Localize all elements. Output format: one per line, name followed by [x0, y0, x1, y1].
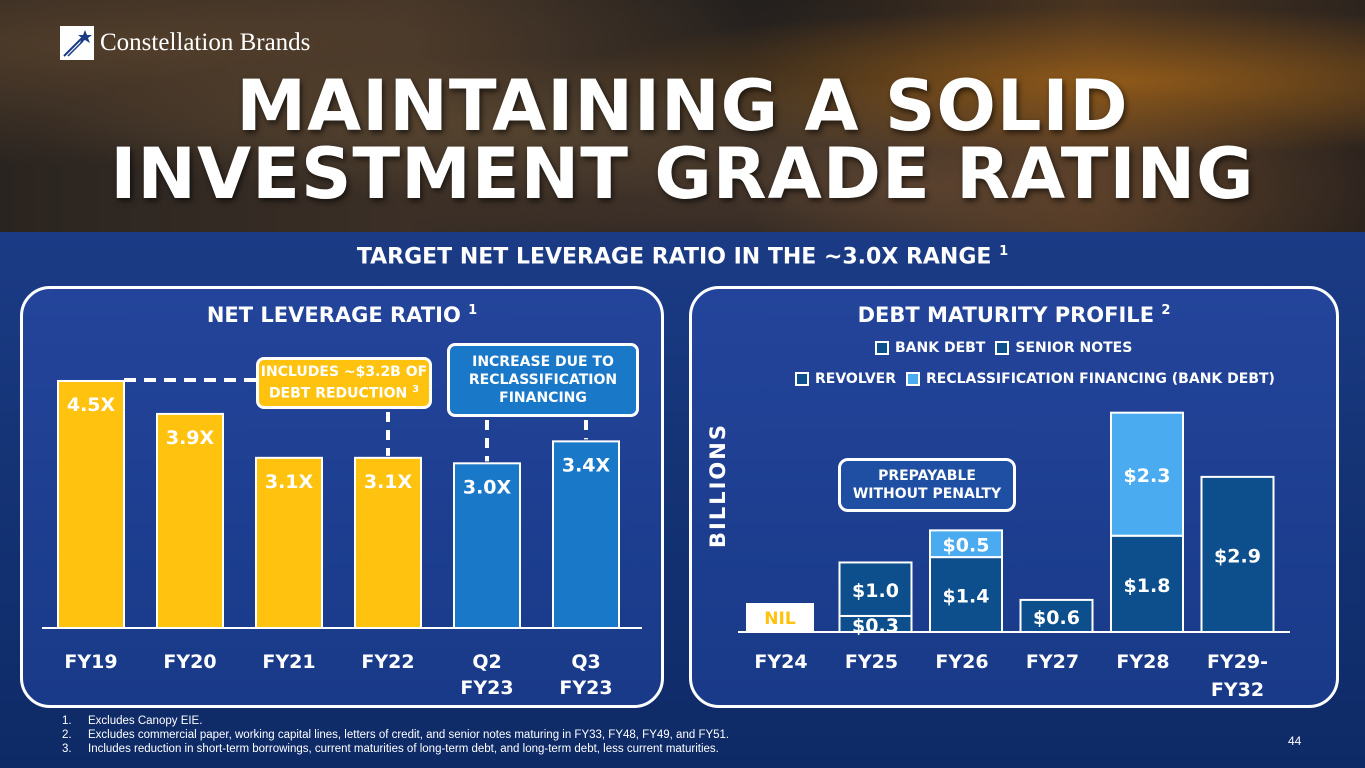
- brand-logo: Constellation Brands: [60, 26, 310, 60]
- footnotes: 1. Excludes Canopy EIE. 2. Excludes commer…: [62, 714, 729, 756]
- page-number: 44: [1288, 734, 1302, 748]
- footnote-1-num: 1.: [62, 715, 72, 727]
- billions-axis-label: BILLIONS: [706, 423, 730, 548]
- hero-photo-banner: Constellation Brands MAINTAINING A SOLID…: [0, 0, 1365, 232]
- debt-maturity-title-text: DEBT MATURITY PROFILE: [857, 303, 1155, 327]
- reclassification-swatch: [906, 372, 921, 386]
- net-leverage-title-ref: 1: [468, 303, 478, 318]
- headline-line-2: INVESTMENT GRADE RATING: [110, 133, 1255, 215]
- net-leverage-title-text: NET LEVERAGE RATIO: [206, 303, 461, 327]
- debt-reduction-callout-line-1: INCLUDES ~$3.2B OF: [260, 364, 428, 381]
- footnote-2-num: 2.: [62, 729, 72, 741]
- prepayable-callout: PREPAYABLE WITHOUT PENALTY: [838, 458, 1016, 512]
- legend-row-1: BANK DEBT SENIOR NOTES: [875, 340, 1132, 356]
- prepayable-callout-line-1: PREPAYABLE: [878, 468, 976, 484]
- subtitle-text: TARGET NET LEVERAGE RATIO IN THE ~3.0X R…: [356, 244, 992, 270]
- senior-notes-swatch: [995, 341, 1010, 355]
- subtitle-ref: 1: [999, 244, 1009, 259]
- net-leverage-title: NET LEVERAGE RATIO 1: [23, 303, 661, 327]
- brand-name: Constellation Brands: [100, 29, 311, 56]
- revolver-swatch: [795, 372, 809, 386]
- debt-reduction-callout: INCLUDES ~$3.2B OF DEBT REDUCTION 3: [256, 357, 432, 409]
- footnote-3: 3. Includes reduction in short-term borro…: [62, 742, 729, 756]
- footnote-1: 1. Excludes Canopy EIE.: [62, 714, 729, 728]
- debt-reduction-callout-line-2: DEBT REDUCTION: [268, 385, 408, 402]
- footnote-2: 2. Excludes commercial paper, working cap…: [62, 728, 729, 742]
- reclassification-callout: INCREASE DUE TO RECLASSIFICATION FINANCI…: [447, 343, 639, 417]
- slide-subtitle: TARGET NET LEVERAGE RATIO IN THE ~3.0X R…: [0, 244, 1365, 269]
- reclassification-callout-line-2: RECLASSIFICATION: [468, 372, 618, 388]
- reclassification-callout-line-1: INCREASE DUE TO: [472, 354, 614, 370]
- legend-row-2: REVOLVER RECLASSIFICATION FINANCING (BAN…: [795, 371, 1275, 387]
- footnote-3-num: 3.: [62, 743, 72, 755]
- star-logo-icon: [60, 26, 94, 60]
- debt-reduction-callout-ref: 3: [412, 384, 420, 396]
- debt-maturity-title: DEBT MATURITY PROFILE 2: [692, 303, 1336, 327]
- debt-maturity-title-ref: 2: [1161, 303, 1171, 318]
- footnote-3-text: Includes reduction in short-term borrowi…: [88, 743, 719, 755]
- prepayable-callout-line-2: WITHOUT PENALTY: [852, 486, 1002, 502]
- legend-senior-notes: SENIOR NOTES: [1015, 340, 1133, 356]
- legend-revolver: REVOLVER: [815, 371, 897, 387]
- bank-debt-swatch: [875, 341, 889, 355]
- headline-line-1: MAINTAINING A SOLID: [236, 65, 1129, 147]
- reclassification-callout-line-3: FINANCING: [499, 390, 587, 406]
- footnote-1-text: Excludes Canopy EIE.: [88, 715, 203, 727]
- footnote-2-text: Excludes commercial paper, working capit…: [88, 729, 730, 741]
- legend-bank-debt: BANK DEBT: [895, 340, 986, 356]
- legend-reclassification: RECLASSIFICATION FINANCING (BANK DEBT): [926, 371, 1275, 387]
